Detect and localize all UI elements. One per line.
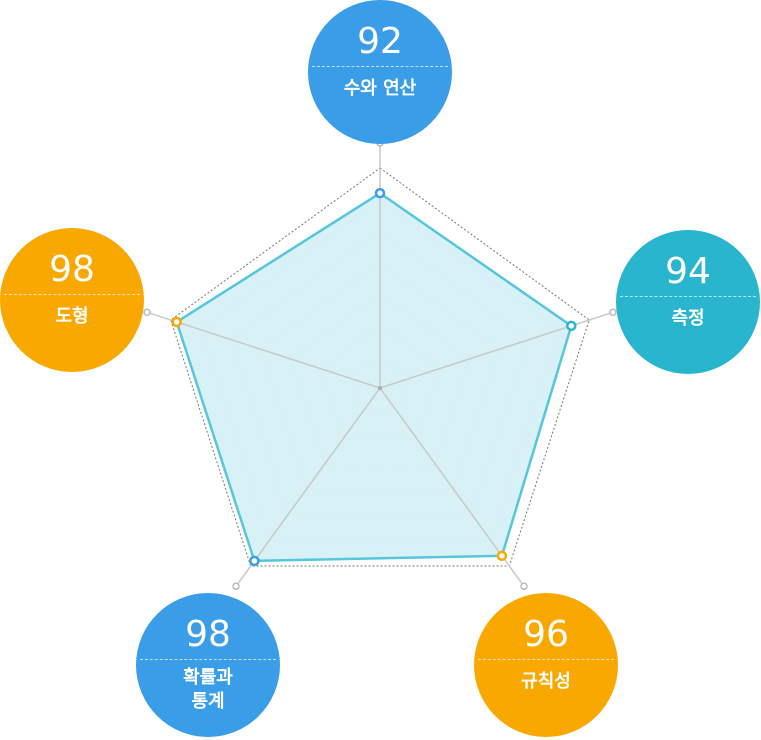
category-label: 도형 — [55, 306, 89, 327]
grid-ring — [170, 167, 590, 567]
category-label: 수와 연산 — [343, 78, 417, 99]
score-bubble: 92 수와 연산 — [308, 0, 452, 144]
category-label: 확률과 통계 — [183, 667, 233, 712]
score-value: 96 — [478, 593, 614, 660]
category-label: 규칙성 — [521, 671, 571, 692]
score-bubble: 96 규칙성 — [474, 593, 618, 737]
score-value: 98 — [140, 593, 276, 660]
category-label: 측정 — [671, 308, 705, 329]
data-point — [374, 187, 386, 199]
score-value: 94 — [620, 230, 756, 297]
axis-line — [235, 387, 381, 587]
score-bubble: 98 확률과 통계 — [136, 593, 280, 737]
data-point — [496, 550, 508, 562]
axis-end-dot — [232, 582, 240, 590]
axis-line — [146, 311, 381, 389]
axis-end-dot — [609, 308, 617, 317]
score-bubble: 94 측정 — [616, 230, 760, 374]
score-bubble: 98 도형 — [0, 228, 144, 372]
axis-end-dot — [520, 582, 528, 590]
score-value: 98 — [4, 228, 140, 295]
data-point — [249, 555, 260, 567]
score-value: 92 — [312, 0, 448, 67]
data-point — [171, 316, 182, 328]
center-dot — [378, 386, 382, 390]
axis-end-dot — [143, 308, 151, 317]
data-area — [175, 191, 573, 563]
data-point — [566, 320, 577, 332]
